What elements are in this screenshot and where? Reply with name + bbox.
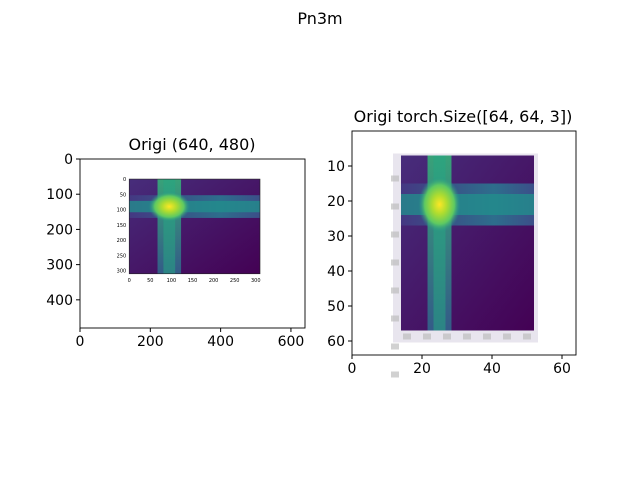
right-ytick-label: 40 <box>327 264 345 280</box>
right-ytick-label: 30 <box>327 229 345 245</box>
right-blur-artifact <box>391 203 399 210</box>
left-xtick-label: 200 <box>137 334 164 350</box>
heatmap-right <box>391 153 538 378</box>
axes-right: 0 20 40 60 10 20 30 40 50 60 <box>327 130 577 377</box>
subplot-left: Origi (640, 480) 0 50 100 150 200 250 30005010… <box>46 135 306 350</box>
axes-left: 0 200 400 600 0 100 200 300 400 <box>46 152 306 350</box>
left-inner-xtick-label: 250 <box>230 278 240 284</box>
right-blur-artifact <box>391 175 399 182</box>
left-inner-ytick-label: 200 <box>117 238 127 244</box>
right-blur-artifact <box>423 333 431 340</box>
left-inner-frame <box>128 178 261 275</box>
right-blur-artifact <box>391 231 399 238</box>
left-inner-ytick-label: 250 <box>117 253 127 259</box>
left-inner-ytick-label: 300 <box>117 269 127 275</box>
left-frame <box>79 158 306 329</box>
left-inner-ytick-label: 0 <box>123 177 126 183</box>
right-blur-artifact <box>523 333 531 340</box>
left-xtick-label: 400 <box>207 334 234 350</box>
figure-title: Pn3m <box>297 9 342 28</box>
right-blur-artifact <box>391 371 399 378</box>
left-heatmap-peak <box>148 191 191 222</box>
left-inner-xtick-label: 100 <box>167 278 177 284</box>
left-inner-xtick-label: 200 <box>209 278 219 284</box>
right-xtick-label: 20 <box>413 361 431 377</box>
right-blur-artifact <box>463 333 471 340</box>
left-inner-xtick-label: 0 <box>128 278 131 284</box>
left-inner-xtick-label: 300 <box>251 278 261 284</box>
right-ytick-label: 20 <box>327 194 345 210</box>
left-ytick-label: 100 <box>46 187 73 203</box>
right-xtick-label: 40 <box>483 361 501 377</box>
left-inner-xtick-label: 50 <box>147 278 153 284</box>
right-blur-artifact <box>403 333 411 340</box>
left-ytick-label: 0 <box>64 152 73 168</box>
left-inner-ytick-label: 150 <box>117 223 127 229</box>
right-xtick-label: 60 <box>553 361 571 377</box>
left-inner-ytick-label: 100 <box>117 208 127 214</box>
right-ytick-label: 60 <box>327 334 345 350</box>
right-blur-artifact <box>391 315 399 322</box>
right-blur-artifact <box>483 333 491 340</box>
left-heatmap-horizontal-band-core <box>129 200 260 213</box>
left-xtick-label: 600 <box>278 334 305 350</box>
right-ytick-label: 50 <box>327 299 345 315</box>
right-frame <box>351 130 577 356</box>
right-ytick-label: 10 <box>327 159 345 175</box>
right-heatmap-vertical-band-core <box>433 155 446 331</box>
left-ytick-label: 300 <box>46 258 73 274</box>
left-inner-ytick-label: 50 <box>120 192 126 198</box>
right-blur-artifact <box>391 343 399 350</box>
left-inner-xtick-label: 150 <box>188 278 198 284</box>
right-blur-artifact <box>391 287 399 294</box>
right-blur-artifact <box>503 333 511 340</box>
left-xtick-label: 0 <box>76 334 85 350</box>
left-ytick-label: 200 <box>46 222 73 238</box>
right-heatmap-peak <box>418 176 461 233</box>
right-blur-artifact <box>443 333 451 340</box>
left-ytick-label: 400 <box>46 293 73 309</box>
subplot-right-title: Origi torch.Size([64, 64, 3]) <box>354 107 573 126</box>
left-heatmap-background <box>129 179 260 274</box>
right-xtick-label: 0 <box>348 361 357 377</box>
right-heatmap-background <box>401 155 534 331</box>
subplot-left-title: Origi (640, 480) <box>128 135 255 154</box>
right-blur-artifact <box>391 259 399 266</box>
left-heatmap-vertical-band-core <box>163 179 176 274</box>
subplot-right: Origi torch.Size([64, 64, 3]) 0 20 40 60 10 2… <box>327 107 577 378</box>
